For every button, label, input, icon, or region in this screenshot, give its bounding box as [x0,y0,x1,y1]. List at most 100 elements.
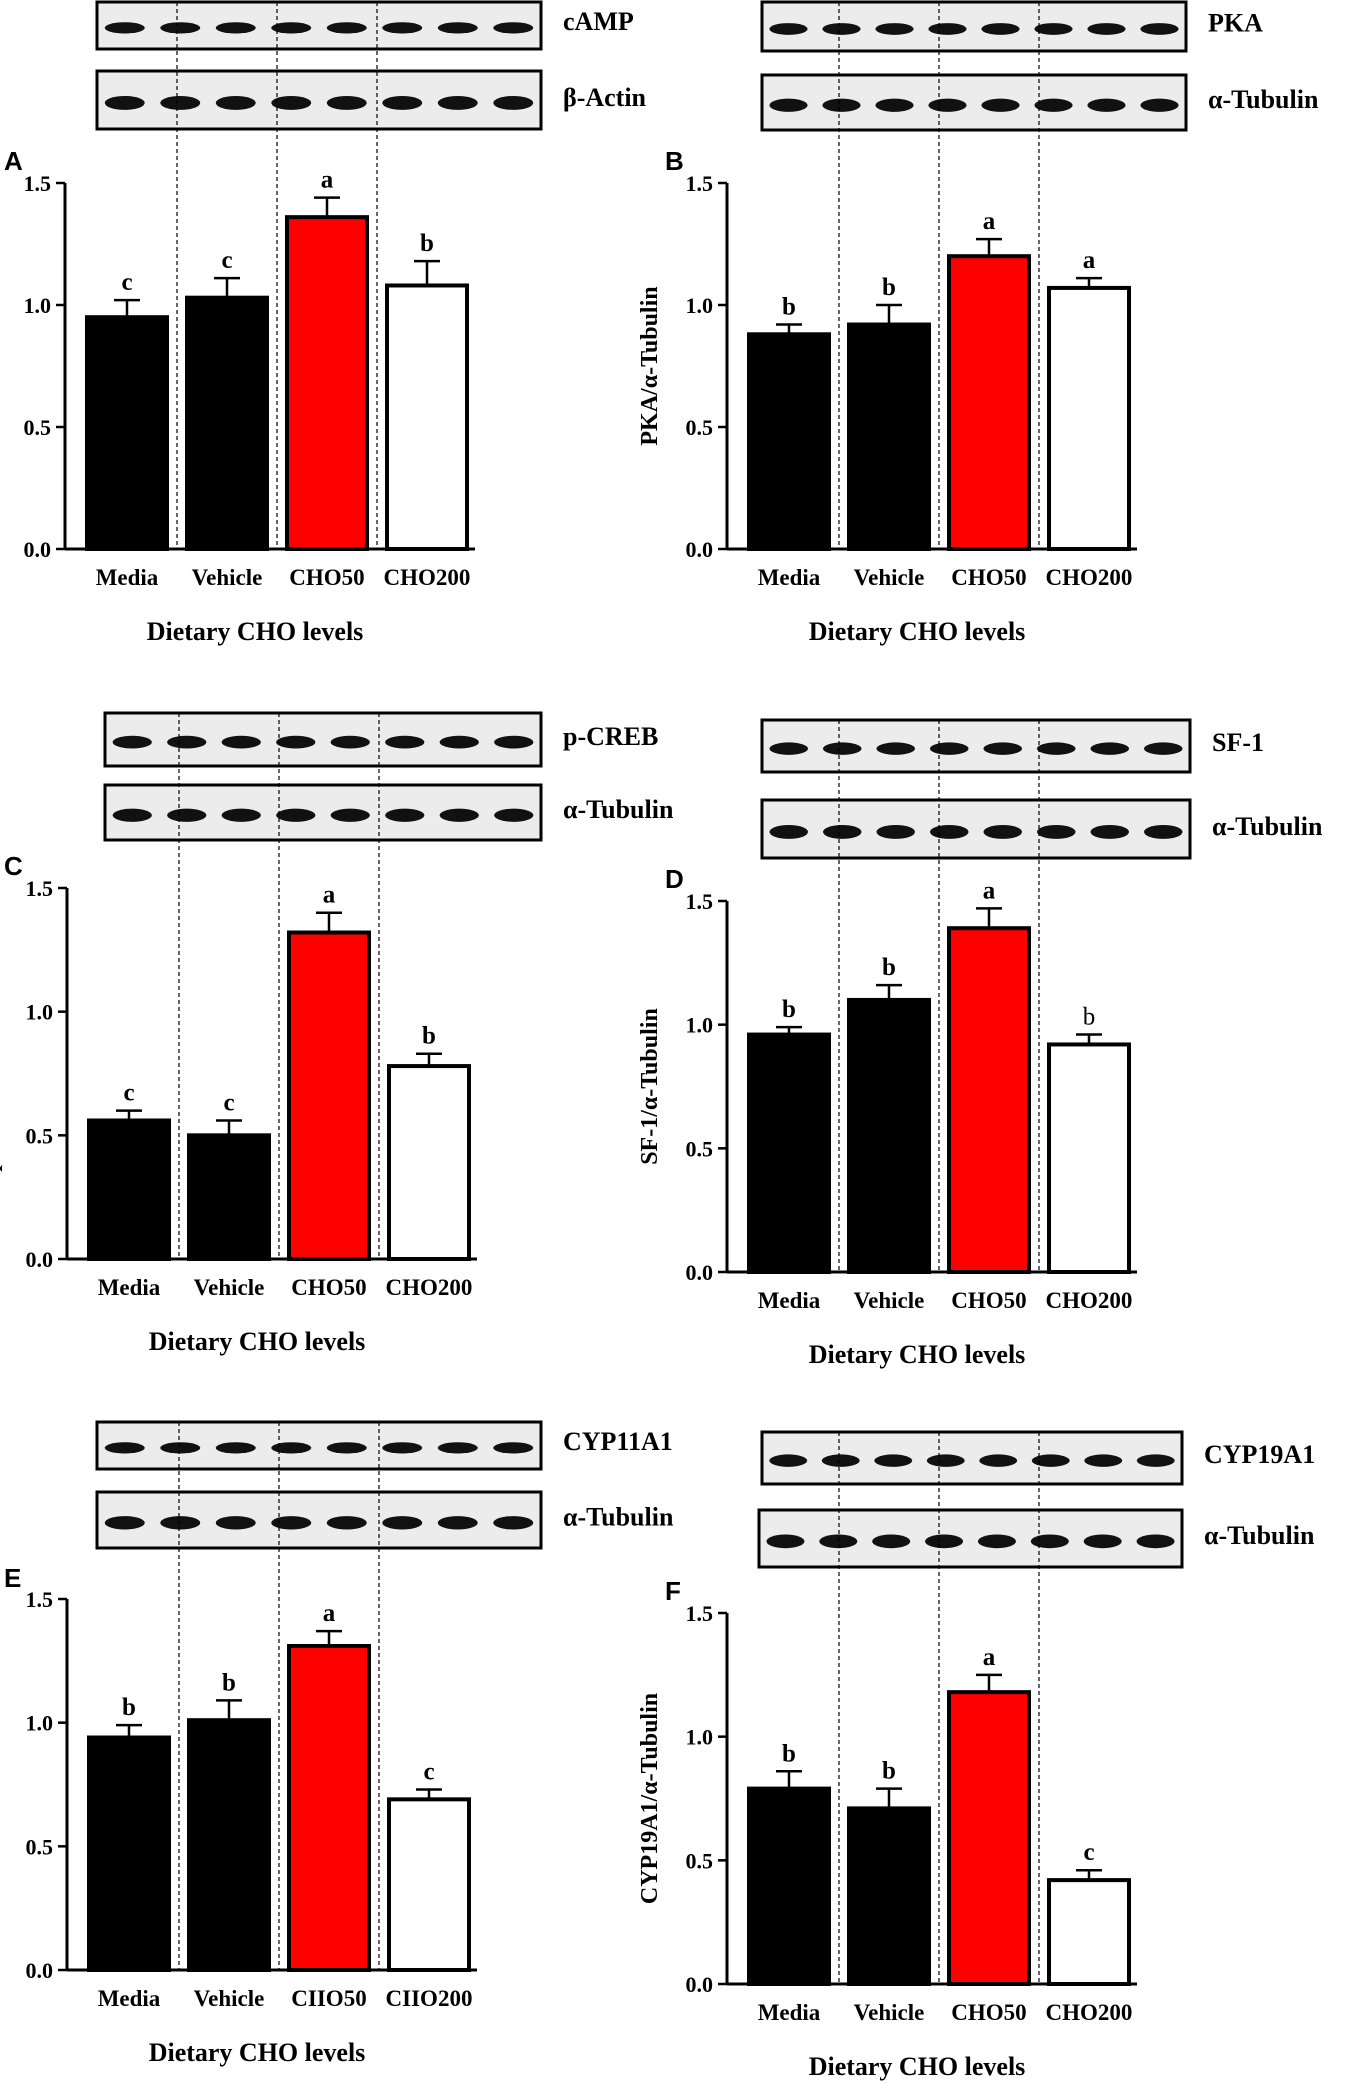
category-label: Vehicle [194,1986,265,2011]
category-label: Vehicle [192,565,263,590]
sig-letter: b [782,996,796,1023]
blot-band [104,22,145,34]
panel-e-blot-target: CYP11A1 [95,1420,673,1471]
blot-band [160,1516,201,1530]
panel-c: Cp-CREB α-Tubulin 0.0 0.5 1.0 1.5 p-CREB/α-Tub… [0,711,674,1356]
blot-label: α-Tubulin [563,795,674,824]
sig-letter: a [323,1600,336,1627]
blot-band [104,1516,145,1530]
blot-band [769,1454,808,1467]
blot-band [1090,742,1130,755]
bar-media [747,332,831,551]
sig-letter: b [1083,1004,1096,1031]
blot-label: SF-1 [1212,728,1264,757]
bar-cho200 [385,283,469,551]
panel-c-blot-loading: α-Tubulin [103,783,674,842]
blot-band [1083,1534,1122,1549]
category-label: Media [758,2000,821,2025]
sig-letter: a [983,208,996,235]
y-tick-label: 0.5 [686,415,714,440]
blot-band [872,1534,911,1549]
blot-band [1036,742,1076,755]
blot-band [215,95,256,110]
y-tick-label: 1.0 [26,1000,54,1025]
sig-letter: b [882,954,896,981]
blot-band [493,22,534,34]
blot-band [437,1442,478,1454]
panel-a-blot-loading: β-Actin [95,69,647,131]
y-axis-label: cAMP/β-Actin [0,292,1,441]
blot-band [769,824,809,839]
sig-letter: b [122,1694,136,1721]
blot-band [271,22,312,34]
blot-band [330,735,370,749]
blot-label: PKA [1208,8,1263,37]
y-tick-label: 1.0 [26,1711,54,1736]
panel-d-letter: D [665,864,684,894]
blot-band [493,1516,534,1530]
blot-band [104,95,145,110]
category-label: Media [98,1275,161,1300]
panel-b-letter: B [665,146,684,176]
sig-letter: b [222,1669,236,1696]
blot-band [271,95,312,110]
blot-band [215,1516,256,1530]
blot-band [1143,824,1183,839]
y-tick-label: 0.5 [26,1123,54,1148]
sig-letter: b [882,274,896,301]
blot-band [929,824,969,839]
blot-band [382,1442,423,1454]
blot-band [215,22,256,34]
blot-band [928,23,967,35]
blot-band [925,1534,964,1549]
blot-band [112,808,152,822]
blot-band [326,95,367,110]
category-label: Media [96,565,159,590]
blot-band [493,1442,534,1454]
blot-band [326,22,367,34]
sig-letter: a [321,167,334,194]
panel-d-blot-loading: α-Tubulin [760,798,1323,860]
category-label: CHO50 [951,565,1026,590]
bar-media [747,1032,831,1275]
blot-band [276,808,316,822]
category-label: Media [758,565,821,590]
bar-media [87,1118,171,1261]
blot-band [769,98,808,112]
bar-media [87,1735,171,1973]
blot-band [326,1516,367,1530]
blot-band [104,1442,145,1454]
y-tick-label: 1.5 [26,1587,54,1612]
blot-band [385,735,425,749]
sig-letter: b [882,1758,896,1785]
y-tick-label: 1.5 [686,889,714,914]
bar-media [85,315,169,552]
panel-b: B PKA α-Tubulin 0.0 0.5 1.0 1.5 PKA/α-Tubulin b M… [637,0,1319,646]
sig-letter: c [121,269,132,296]
blot-band [821,1454,860,1467]
blot-band [875,98,914,112]
y-axis-label: CYP11A1/α-Tubulin [0,1680,3,1890]
blot-band [1030,1534,1069,1549]
bar-media [747,1786,831,1987]
blot-band [926,1454,965,1467]
blot-band [929,742,969,755]
category-label: Vehicle [194,1275,265,1300]
blot-label: α-Tubulin [1208,85,1319,114]
y-tick-label: 0.0 [26,1958,54,1983]
category-label: CHO200 [1046,2000,1133,2025]
blot-band [822,742,862,755]
blot-band [1034,23,1073,35]
x-axis-label: Dietary CHO levels [809,617,1026,646]
blot-band [215,1442,256,1454]
x-axis-label: Dietary CHO levels [149,1327,366,1356]
category-label: Media [98,1986,161,2011]
blot-band [382,1516,423,1530]
category-label: CHO200 [384,565,471,590]
category-label: Vehicle [854,565,925,590]
blot-band [981,23,1020,35]
blot-band [112,735,152,749]
blot-band [271,1516,312,1530]
blot-band [983,824,1023,839]
